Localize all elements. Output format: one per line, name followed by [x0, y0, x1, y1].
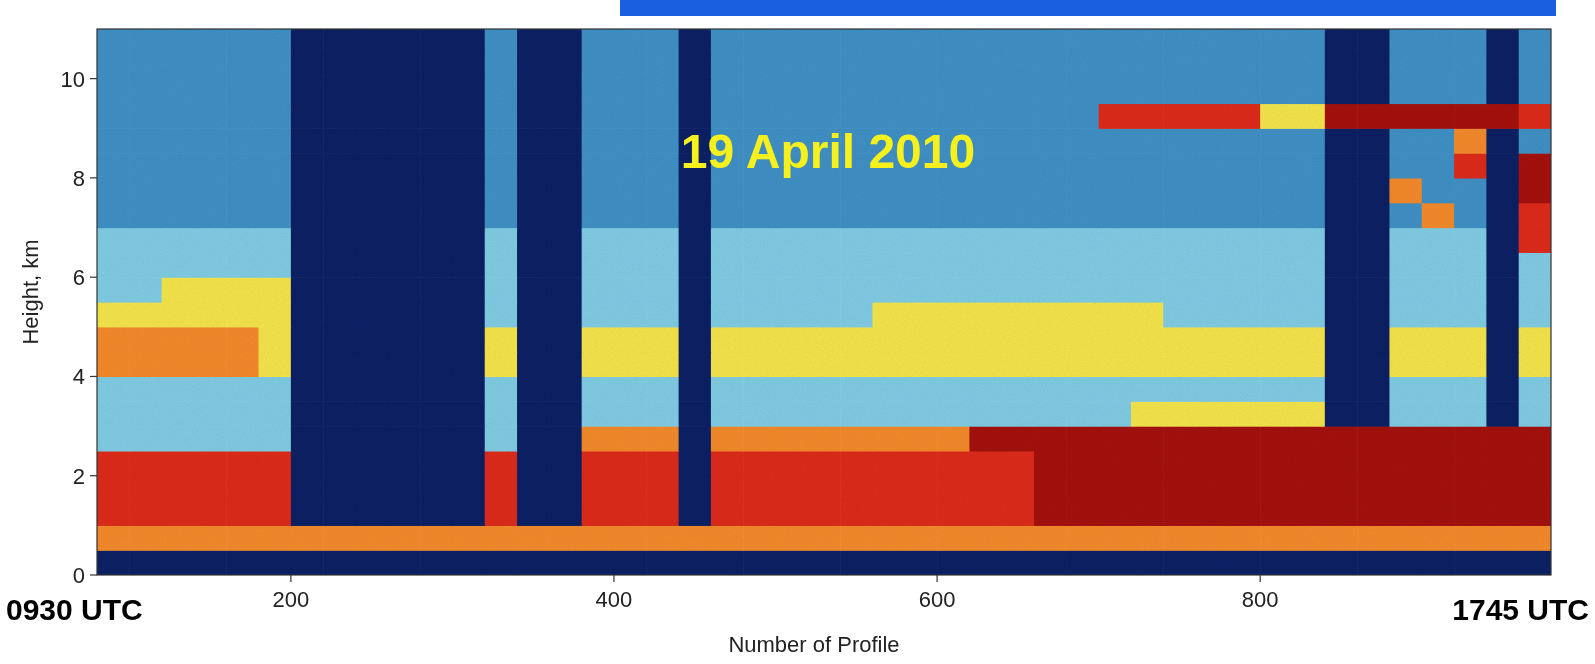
- x-tick-label: 400: [596, 587, 633, 612]
- x-tick-label: 800: [1242, 587, 1279, 612]
- y-tick-label: 0: [73, 563, 85, 588]
- x-tick: [613, 575, 614, 582]
- banner: [620, 0, 1556, 16]
- x-tick: [1260, 575, 1261, 582]
- end-time: 1745 UTC: [1452, 593, 1589, 626]
- x-tick-label: 200: [273, 587, 310, 612]
- x-tick: [936, 575, 937, 582]
- cells: [97, 29, 1551, 575]
- y-tick: [90, 475, 97, 476]
- chart: 0 2 4 6 8 10 200 400 600 800 Number of Profile Heig…: [0, 0, 1595, 664]
- x-tick-label: 600: [919, 587, 956, 612]
- start-time: 0930 UTC: [6, 593, 143, 626]
- y-tick: [90, 78, 97, 79]
- y-tick: [90, 177, 97, 178]
- y-tick: [90, 376, 97, 377]
- date-annotation: 19 April 2010: [681, 125, 975, 178]
- y-tick-label: 8: [73, 166, 85, 191]
- y-tick-label: 2: [73, 464, 85, 489]
- y-tick-label: 6: [73, 265, 85, 290]
- y-tick-label: 4: [73, 364, 85, 389]
- y-tick: [90, 277, 97, 278]
- frame: [97, 29, 1551, 575]
- y-tick-label: 10: [61, 67, 85, 92]
- y-tick: [90, 574, 97, 575]
- x-axis-title: Number of Profile: [728, 632, 899, 657]
- y-axis-title: Height, km: [18, 239, 43, 344]
- x-tick: [290, 575, 291, 582]
- texture: [97, 29, 1551, 575]
